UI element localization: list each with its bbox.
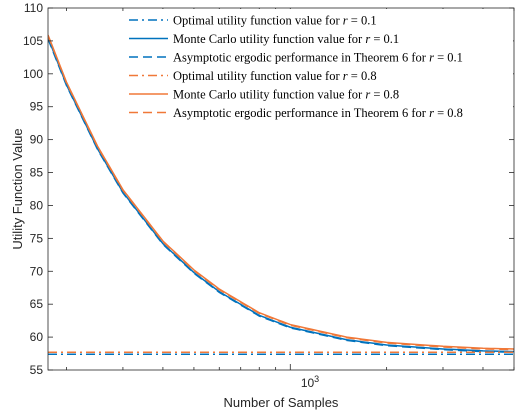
y-tick-label: 55: [30, 363, 44, 377]
legend-label-value: = 0.1: [434, 51, 463, 65]
legend-label-prefix: Optimal utility function value for: [173, 69, 343, 83]
series-layer: [48, 34, 514, 355]
y-tick-label: 95: [30, 100, 44, 114]
legend-label-variable: r: [365, 32, 370, 46]
y-tick-label: 70: [30, 264, 44, 278]
legend-label: Monte Carlo utility function value for r…: [173, 32, 399, 46]
y-tick-label: 65: [30, 297, 44, 311]
legend-label-prefix: Monte Carlo utility function value for: [173, 32, 365, 46]
legend-label: Asymptotic ergodic performance in Theore…: [173, 51, 463, 65]
plot-border: [47, 7, 515, 371]
y-tick-label: 75: [30, 231, 44, 245]
y-tick-label: 105: [23, 34, 43, 48]
series-line: [48, 38, 514, 353]
legend-label-variable: r: [365, 88, 370, 102]
legend-label-prefix: Optimal utility function value for: [173, 14, 343, 28]
x-tick-base: 10: [301, 376, 315, 390]
legend-label-prefix: Asymptotic ergodic performance in Theore…: [173, 51, 429, 65]
y-axis: 55 60 65 70 75 80 85 90 95 100 105 110: [23, 1, 514, 377]
legend-label-value: = 0.8: [434, 106, 463, 120]
legend-label-value: = 0.8: [370, 88, 399, 102]
legend-label-variable: r: [429, 106, 434, 120]
y-axis-label: Utility Function Value: [10, 128, 25, 249]
y-tick-label: 60: [30, 330, 44, 344]
legend-label-value: = 0.1: [348, 14, 377, 28]
legend-label-prefix: Monte Carlo utility function value for: [173, 88, 365, 102]
legend-label-variable: r: [429, 51, 434, 65]
legend-label: Optimal utility function value for r = 0…: [173, 14, 377, 28]
y-tick-label: 85: [30, 166, 44, 180]
x-tick-label: 103: [301, 374, 319, 390]
series-line: [48, 35, 514, 351]
legend-box: [125, 9, 513, 121]
legend: Optimal utility function value for r = 0…: [125, 9, 513, 121]
legend-label-variable: r: [343, 14, 348, 28]
legend-label-prefix: Asymptotic ergodic performance in Theore…: [173, 106, 429, 120]
legend-label: Monte Carlo utility function value for r…: [173, 88, 399, 102]
legend-label-value: = 0.8: [348, 69, 377, 83]
x-tick-exponent: 3: [314, 374, 319, 384]
legend-label: Optimal utility function value for r = 0…: [173, 69, 377, 83]
y-tick-label: 90: [30, 133, 44, 147]
legend-label-variable: r: [343, 69, 348, 83]
legend-label-value: = 0.1: [370, 32, 399, 46]
y-tick-label: 80: [30, 198, 44, 212]
x-axis-label: Number of Samples: [224, 395, 339, 410]
y-tick-label: 110: [24, 1, 43, 15]
legend-label: Asymptotic ergodic performance in Theore…: [173, 106, 463, 120]
y-tick-label: 100: [23, 67, 43, 81]
